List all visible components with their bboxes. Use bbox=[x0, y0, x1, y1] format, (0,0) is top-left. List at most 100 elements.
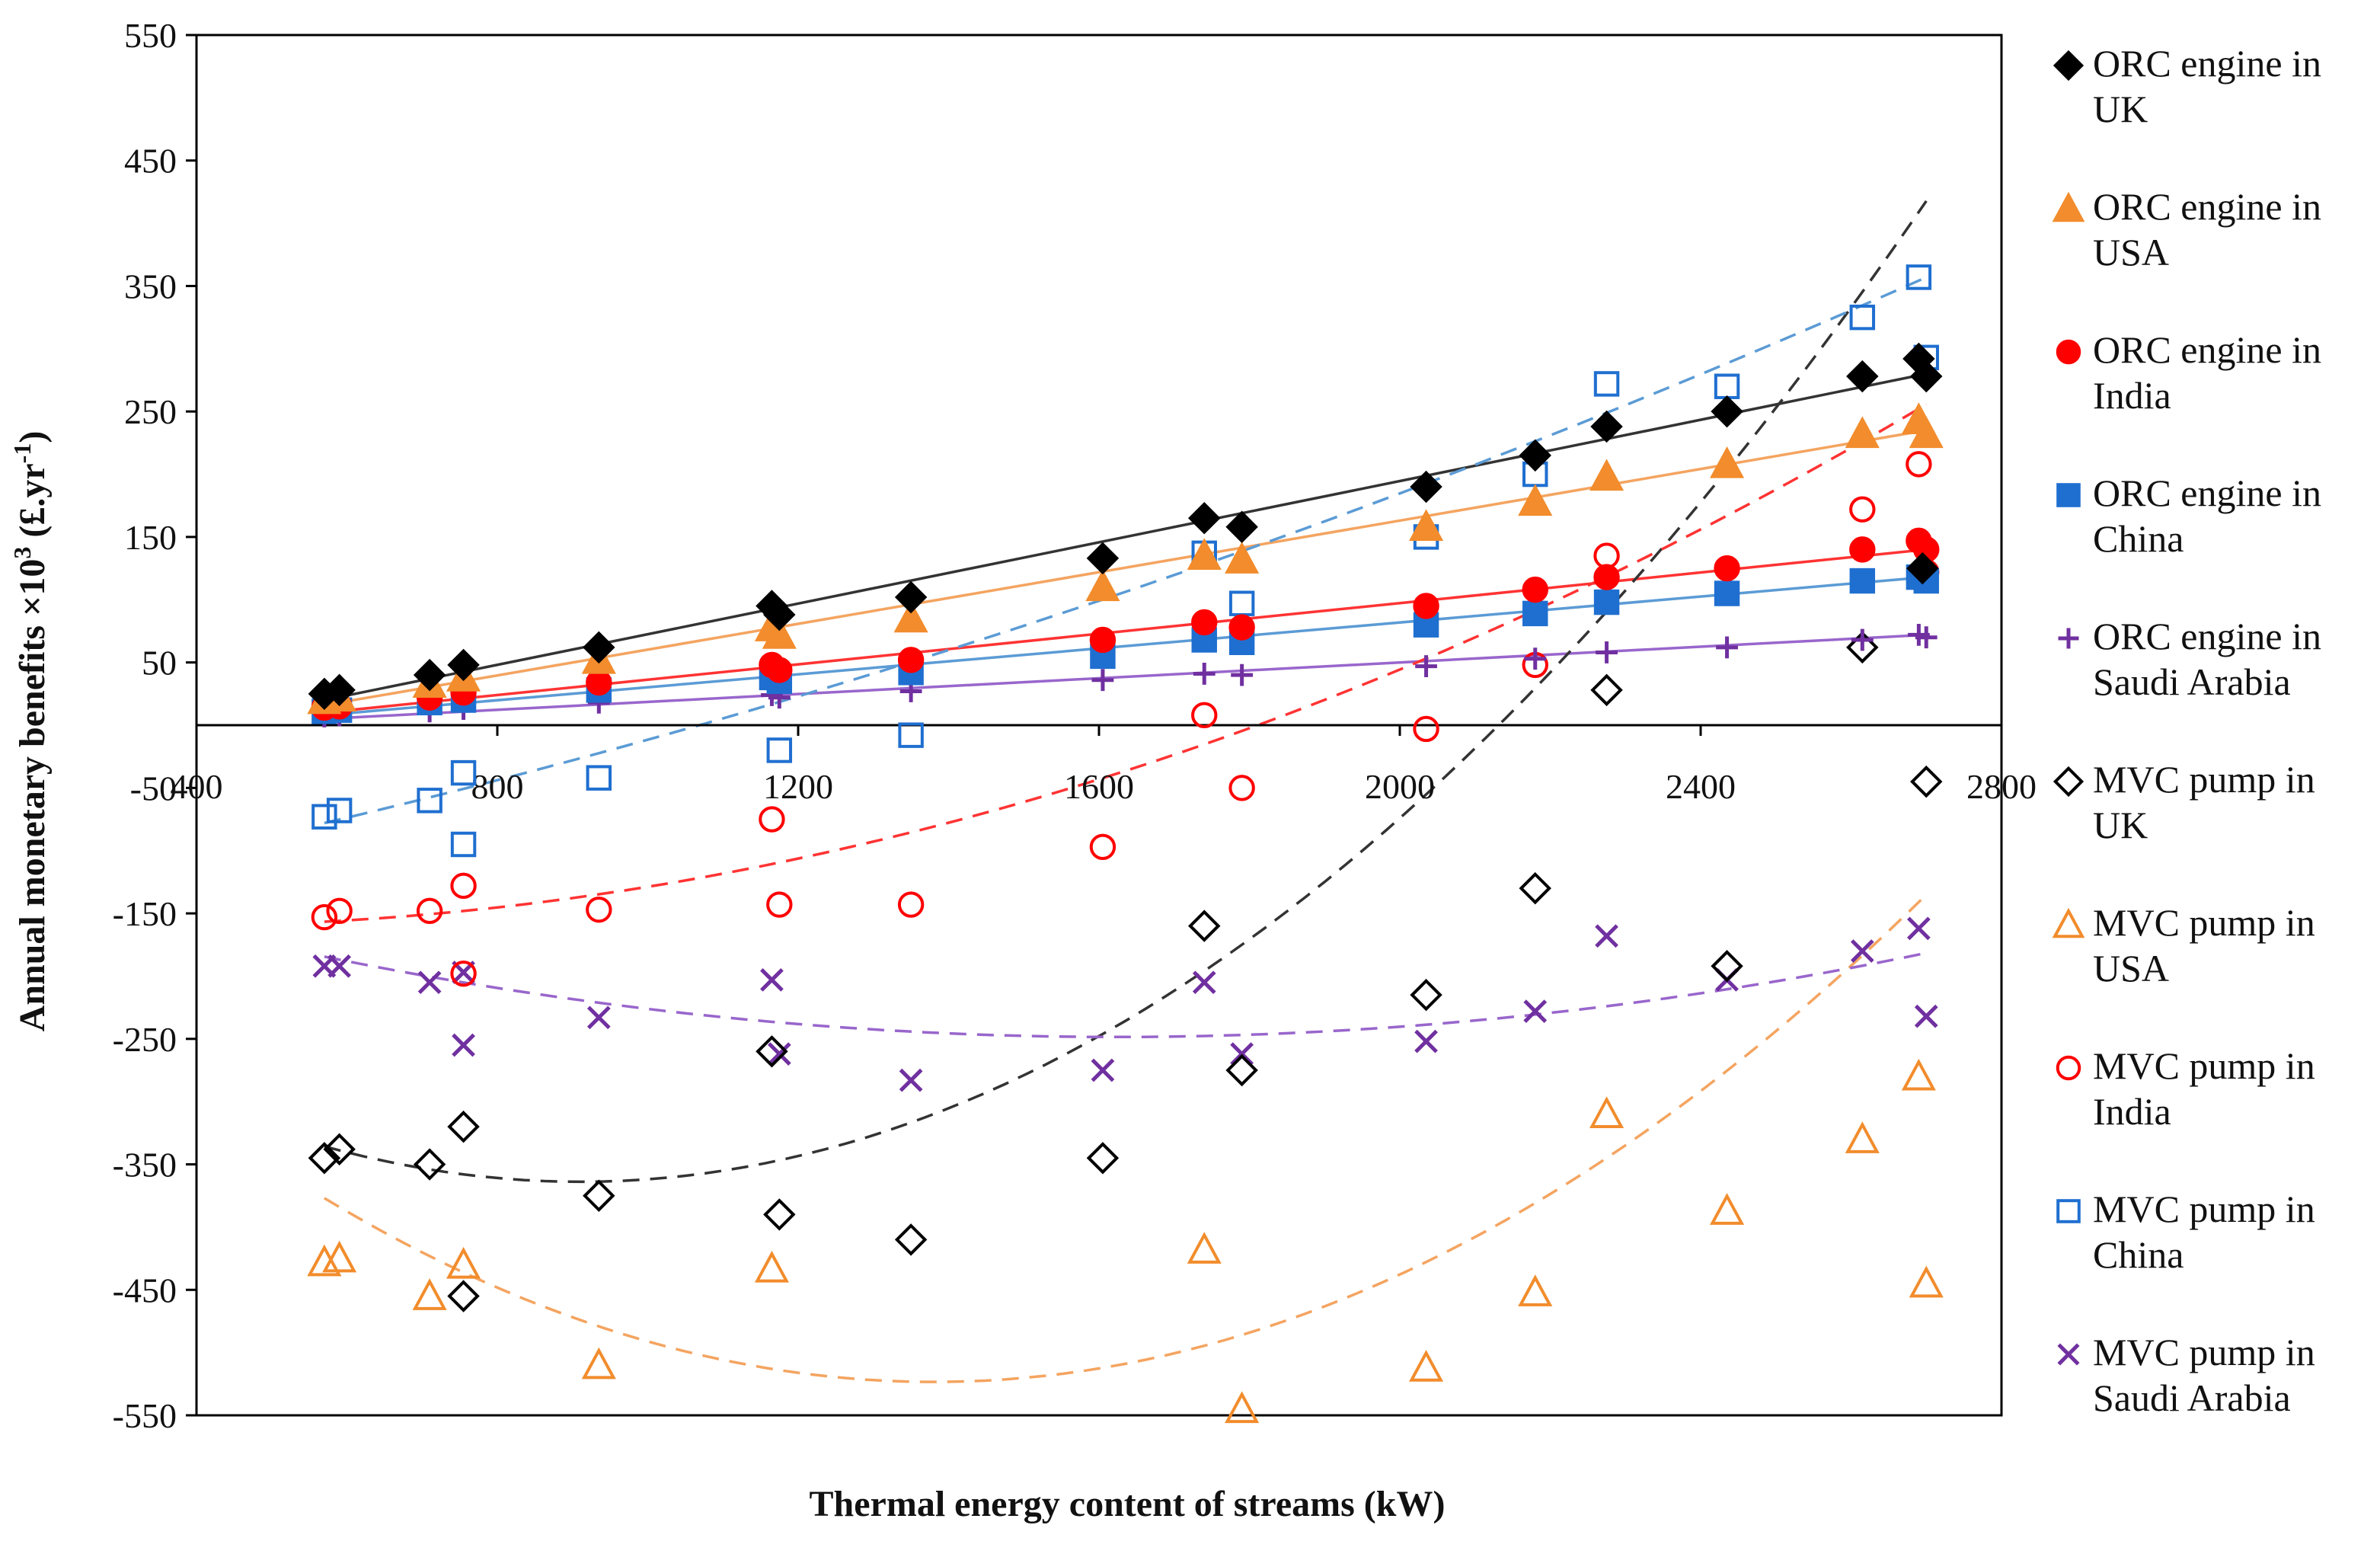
legend-marker-mvc-pump-in-saudi-arabia bbox=[2057, 1343, 2080, 1366]
legend-label: ORC engine in bbox=[2093, 185, 2321, 228]
orc-engine-in-india-point bbox=[1089, 626, 1117, 654]
mvc-pump-in-usa-trendline bbox=[324, 894, 1928, 1383]
mvc-pump-in-uk-point bbox=[1590, 673, 1623, 707]
mvc-pump-in-saudi-arabia-point bbox=[1414, 1029, 1438, 1053]
orc-engine-in-india-series bbox=[311, 527, 1940, 721]
orc-engine-in-uk-series bbox=[308, 342, 1943, 711]
mvc-pump-in-uk-point bbox=[308, 1142, 341, 1175]
legend-label: ORC engine in bbox=[2093, 472, 2321, 514]
mvc-pump-in-saudi-arabia-point bbox=[767, 1042, 791, 1066]
x-tick-label: 800 bbox=[471, 767, 524, 806]
orc-engine-in-india-point bbox=[1849, 536, 1876, 563]
mvc-pump-in-uk-point bbox=[323, 1133, 356, 1166]
mvc-pump-in-usa-point bbox=[1710, 1193, 1745, 1225]
x-tick-label: 2000 bbox=[1365, 767, 1435, 806]
legend-marker-orc-engine-in-saudi-arabia bbox=[2058, 628, 2079, 649]
y-tick-label: 350 bbox=[124, 267, 177, 305]
legend-label: China bbox=[2093, 1233, 2184, 1276]
orc-engine-in-uk-point bbox=[447, 648, 480, 682]
orc-engine-in-saudi-arabia-point bbox=[1231, 663, 1254, 686]
mvc-pump-in-usa-point bbox=[1187, 1232, 1222, 1264]
orc-engine-in-china-point bbox=[1849, 567, 1876, 594]
mvc-pump-in-china-point bbox=[326, 798, 353, 823]
orc-engine-in-usa-point bbox=[762, 616, 797, 649]
orc-engine-in-india-point bbox=[1714, 555, 1740, 582]
mvc-pump-in-saudi-arabia-point bbox=[586, 1005, 611, 1030]
mvc-pump-in-china-trendline bbox=[324, 276, 1928, 825]
mvc-pump-in-uk-point bbox=[1410, 978, 1442, 1012]
legend-marker-mvc-pump-in-uk bbox=[2053, 766, 2084, 798]
legend-label: MVC pump in bbox=[2093, 1044, 2315, 1087]
orc-engine-in-saudi-arabia-point bbox=[1091, 669, 1114, 692]
legend-label: Saudi Arabia bbox=[2093, 1376, 2291, 1419]
orc-engine-in-usa-point bbox=[1187, 538, 1222, 570]
mvc-pump-in-india-point bbox=[416, 897, 443, 924]
orc-engine-in-saudi-arabia-point bbox=[1915, 626, 1938, 649]
mvc-pump-in-uk-point bbox=[1711, 950, 1743, 983]
mvc-pump-in-uk-point bbox=[1188, 910, 1221, 942]
x-tick-label: 400 bbox=[171, 767, 223, 806]
mvc-pump-in-uk-point bbox=[1225, 1053, 1258, 1087]
y-tick-label: -550 bbox=[113, 1396, 177, 1435]
orc-engine-in-uk-point bbox=[1086, 542, 1120, 575]
mvc-pump-in-uk-point bbox=[583, 1179, 615, 1212]
orc-engine-in-uk-point bbox=[1519, 439, 1551, 472]
mvc-pump-in-uk-point bbox=[447, 1280, 480, 1312]
mvc-pump-in-india-point bbox=[311, 903, 338, 931]
mvc-pump-in-india-point bbox=[450, 872, 477, 900]
mvc-pump-in-saudi-arabia-point bbox=[1907, 916, 1931, 941]
mvc-pump-in-china-point bbox=[766, 737, 793, 763]
tick-group: 550 450 350 250 150 50 -50 -150 -250 -350 -450 -550… bbox=[113, 16, 2037, 1435]
legend-label: UK bbox=[2093, 88, 2148, 130]
legend-label: Saudi Arabia bbox=[2093, 660, 2291, 703]
orc-engine-in-usa-point bbox=[1909, 416, 1944, 449]
marker-group bbox=[307, 264, 1944, 1424]
mvc-pump-in-china-point bbox=[1714, 373, 1740, 399]
mvc-pump-in-uk-series bbox=[308, 631, 1943, 1312]
mvc-pump-in-saudi-arabia-series bbox=[312, 916, 1938, 1092]
orc-engine-in-uk-point bbox=[1846, 360, 1879, 393]
mvc-pump-in-saudi-arabia-trendline bbox=[324, 951, 1927, 1039]
mvc-pump-in-saudi-arabia-point bbox=[417, 970, 442, 995]
mvc-pump-in-saudi-arabia-point bbox=[327, 954, 351, 978]
orc-engine-in-saudi-arabia-point bbox=[1596, 641, 1618, 663]
legend-label: India bbox=[2093, 1090, 2171, 1133]
mvc-pump-in-usa-point bbox=[1409, 1349, 1444, 1382]
orc-engine-in-uk-point bbox=[1590, 410, 1623, 443]
orc-engine-in-uk-point bbox=[323, 673, 356, 707]
mvc-pump-in-usa-point bbox=[1589, 1096, 1624, 1128]
legend-marker-orc-engine-in-india bbox=[2056, 339, 2081, 365]
mvc-pump-in-china-point bbox=[898, 722, 924, 748]
orc-engine-in-usa-point bbox=[1845, 416, 1880, 449]
mvc-pump-in-india-point bbox=[326, 897, 353, 924]
orc-engine-in-india-point bbox=[586, 669, 612, 696]
x-tick-label: 1200 bbox=[763, 767, 833, 806]
mvc-pump-in-usa-point bbox=[1909, 1265, 1944, 1298]
mvc-pump-in-usa-point bbox=[1225, 1391, 1260, 1424]
mvc-pump-in-uk-point bbox=[756, 1035, 788, 1068]
legend-label: China bbox=[2093, 517, 2184, 560]
mvc-pump-in-uk-point bbox=[1846, 631, 1879, 664]
mvc-pump-in-uk-point bbox=[413, 1148, 446, 1181]
mvc-pump-in-india-point bbox=[1089, 833, 1117, 860]
mvc-pump-in-saudi-arabia-point bbox=[1091, 1058, 1115, 1082]
legend-label: USA bbox=[2093, 947, 2169, 990]
orc-engine-in-uk-point bbox=[894, 580, 928, 614]
orc-engine-in-usa-trendline bbox=[324, 429, 1927, 707]
y-tick-label: 550 bbox=[124, 16, 177, 55]
mvc-pump-in-saudi-arabia-point bbox=[1595, 924, 1618, 948]
orc-engine-in-saudi-arabia-trendline bbox=[324, 633, 1927, 721]
y-tick-label: -50 bbox=[130, 769, 177, 807]
orc-engine-in-usa-point bbox=[1085, 569, 1120, 602]
orc-engine-in-india-point bbox=[897, 647, 925, 673]
y-tick-label: 450 bbox=[124, 142, 177, 181]
x-tick-label: 1600 bbox=[1064, 767, 1134, 806]
legend-label: MVC pump in bbox=[2093, 901, 2315, 944]
mvc-pump-in-india-point bbox=[586, 896, 612, 923]
